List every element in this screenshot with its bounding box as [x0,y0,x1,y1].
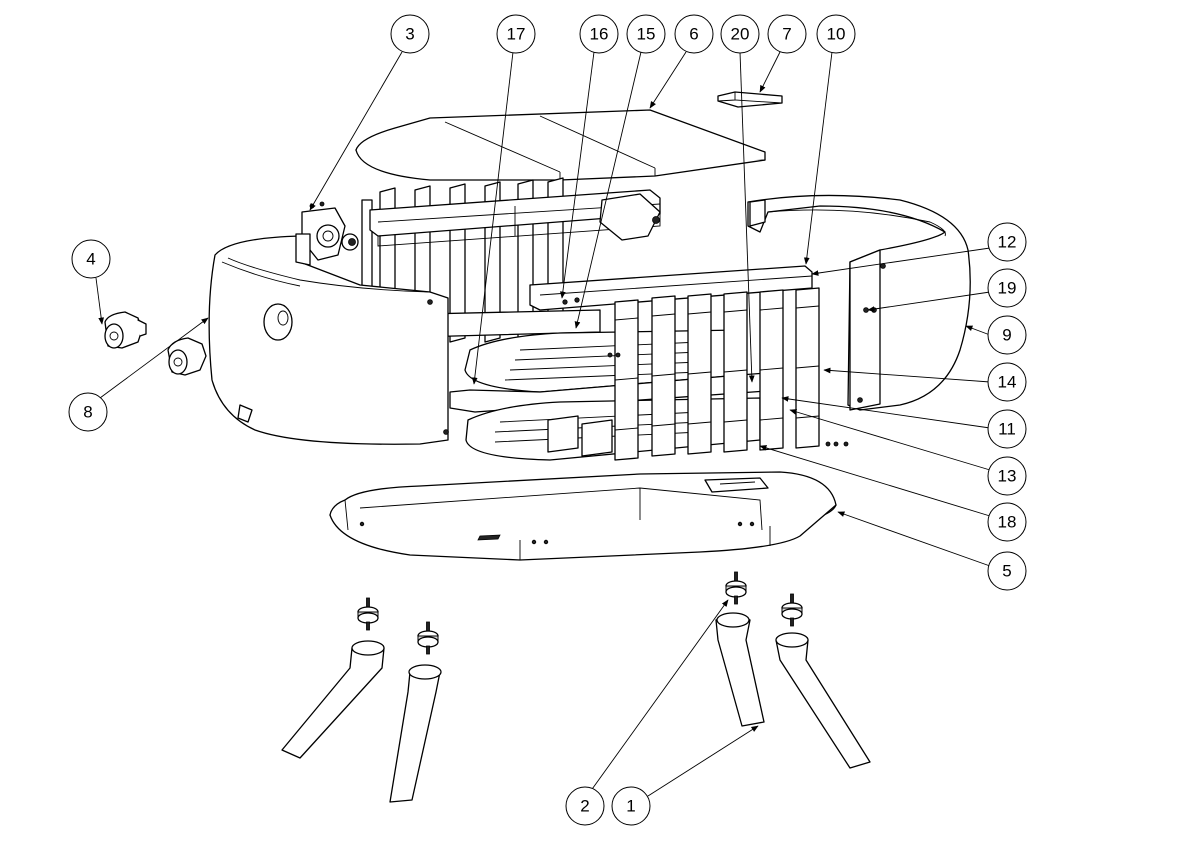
front-slat-panel-part-14 [607,287,849,461]
balloon-5-label: 5 [1002,562,1011,581]
balloon-16-label: 16 [590,25,609,44]
balloon-11-label: 11 [998,420,1016,439]
balloon-8: 8 [68,392,108,432]
balloon-11: 11 [987,409,1027,449]
balloon-15-label: 15 [637,25,656,44]
balloon-17-label: 17 [507,25,526,44]
balloon-2: 2 [565,786,605,826]
balloon-9: 9 [987,315,1027,355]
balloon-12-label: 12 [998,233,1017,252]
base-frame-part-5 [329,471,837,561]
balloon-1-label: 1 [626,797,635,816]
balloon-9-label: 9 [1002,326,1011,345]
balloon-4: 4 [71,239,111,279]
balloon-13: 13 [987,456,1027,496]
balloon-15: 15 [626,14,666,54]
small-plate-part-7 [717,91,783,108]
balloon-10: 10 [816,14,856,54]
balloon-19-label: 19 [998,279,1017,298]
balloon-14-label: 14 [998,373,1017,392]
balloon-3-label: 3 [405,25,414,44]
balloon-2-label: 2 [580,797,589,816]
balloon-16: 16 [579,14,619,54]
legs-part-1 [281,612,871,803]
balloon-18-label: 18 [998,513,1017,532]
balloon-19: 19 [987,268,1027,308]
balloon-6-label: 6 [689,25,698,44]
top-lid-part-6 [355,109,766,181]
balloon-7: 7 [767,14,807,54]
balloon-20-label: 20 [731,25,750,44]
balloon-20: 20 [720,14,760,54]
balloon-18: 18 [987,502,1027,542]
balloon-17: 17 [496,14,536,54]
balloon-6: 6 [674,14,714,54]
balloon-14: 14 [987,362,1027,402]
balloon-5: 5 [987,551,1027,591]
hinge-part-3 [301,193,661,261]
balloon-12: 12 [987,222,1027,262]
balloon-13-label: 13 [998,467,1017,486]
balloon-7-label: 7 [782,25,791,44]
left-shell-part-8 [208,233,449,445]
balloon-3: 3 [390,14,430,54]
knob-part-4 [104,311,207,376]
leg-caps-part-2 [357,571,803,655]
balloon-1: 1 [611,786,651,826]
leader-lines [95,51,991,797]
balloon-8-label: 8 [83,403,92,422]
right-shell-part-9 [747,194,971,411]
balloon-10-label: 10 [827,25,846,44]
balloon-4-label: 4 [86,250,95,269]
